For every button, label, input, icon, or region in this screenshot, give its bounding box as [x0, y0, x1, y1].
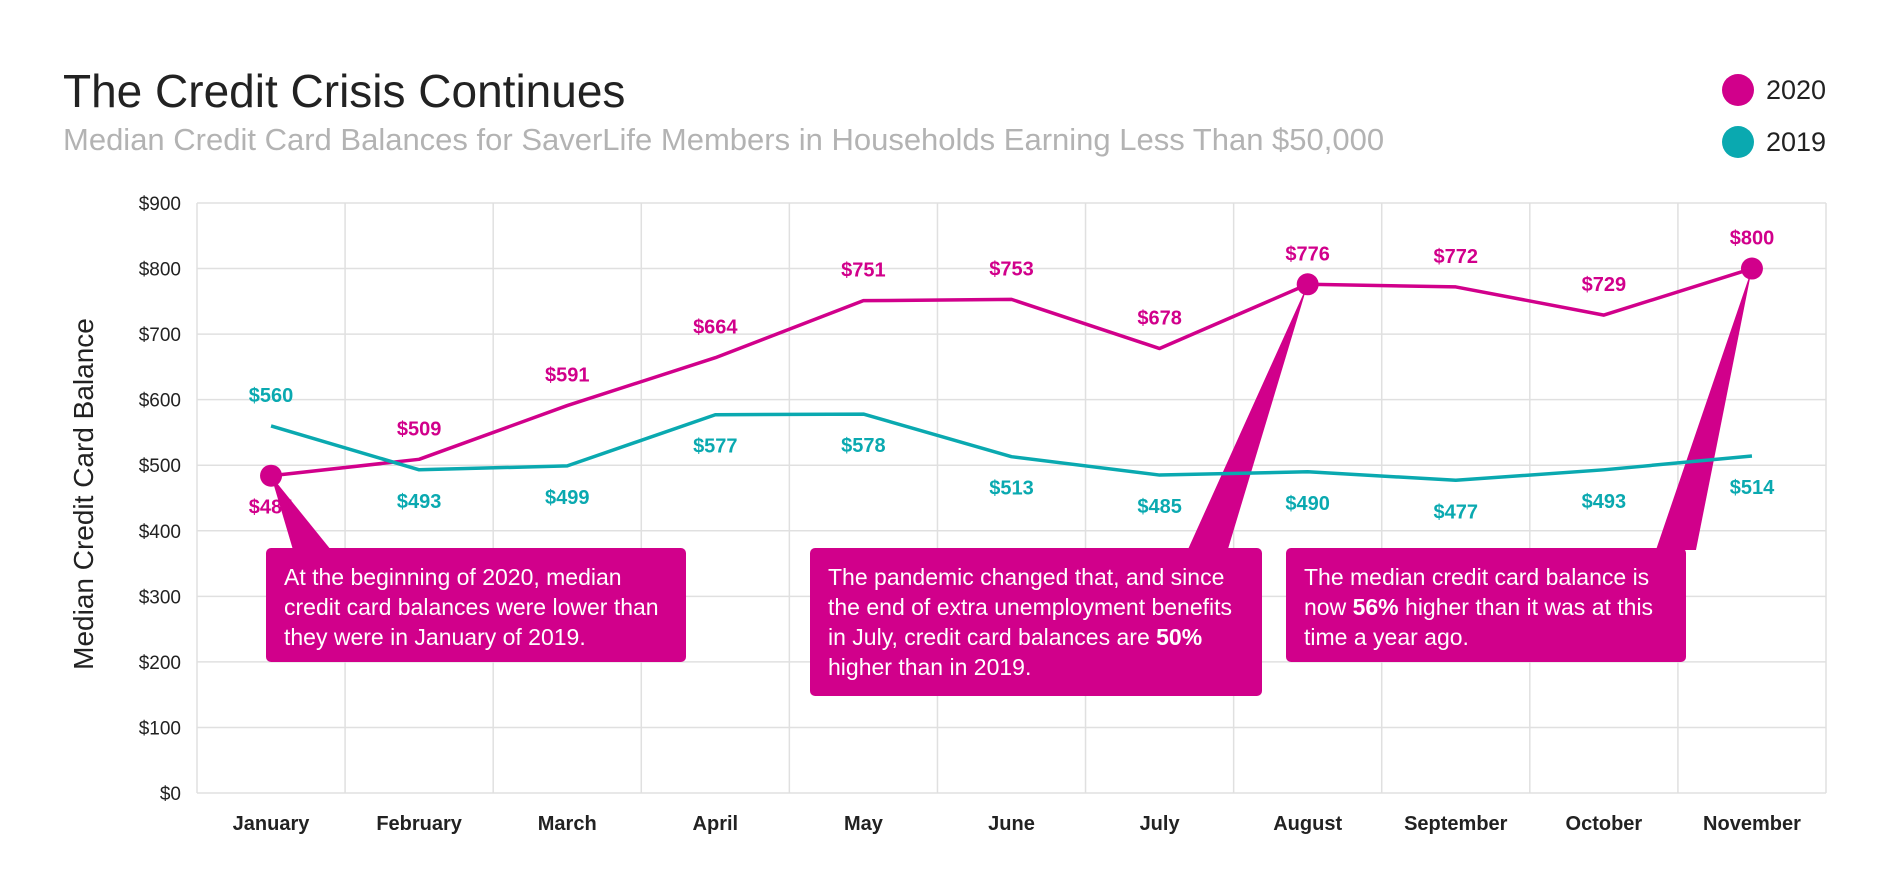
data-label-2019: $485 — [1137, 496, 1182, 518]
y-tick-label: $900 — [139, 194, 181, 215]
callout-pointer-january — [271, 475, 332, 550]
y-tick-label: $0 — [160, 784, 181, 805]
y-tick-label: $500 — [139, 456, 181, 477]
legend-label-2020: 2020 — [1766, 74, 1827, 105]
data-label-2019: $513 — [989, 478, 1034, 500]
y-tick-label: $600 — [139, 391, 181, 412]
highlight-point-august — [1296, 273, 1319, 296]
x-tick-label: February — [376, 813, 462, 835]
x-tick-label: September — [1404, 813, 1508, 835]
highlight-point-november — [1740, 257, 1763, 280]
data-label-2019: $499 — [545, 487, 590, 509]
x-tick-label: June — [988, 813, 1035, 835]
callout-pandemic-text-post: higher than in 2019. — [828, 654, 1032, 680]
data-label-2020: $509 — [397, 418, 442, 440]
callout-november-text-post: higher than it was at this time a year a… — [1304, 594, 1654, 650]
legend: 2020 2019 — [1722, 64, 1826, 168]
callout-november: The median credit card balance is now 56… — [1286, 548, 1686, 662]
series-line-2019 — [270, 412, 1753, 483]
x-tick-label: November — [1703, 813, 1801, 835]
data-label-2019: $490 — [1285, 493, 1330, 515]
x-tick-label: May — [844, 813, 884, 835]
series-line-2020 — [270, 266, 1753, 478]
y-tick-label: $800 — [139, 260, 181, 281]
y-tick-label: $700 — [139, 325, 181, 346]
legend-item-2020: 2020 — [1722, 64, 1826, 116]
callout-pandemic-highlight: 50% — [1156, 624, 1203, 650]
data-label-2020: $678 — [1137, 308, 1182, 330]
x-tick-label: October — [1566, 813, 1643, 835]
data-label-2020: $484 — [249, 497, 294, 519]
legend-swatch-2020 — [1722, 74, 1754, 106]
data-label-2020: $729 — [1582, 274, 1627, 296]
data-label-2020: $776 — [1285, 243, 1330, 265]
x-tick-label: March — [538, 813, 597, 835]
data-label-2019: $493 — [397, 491, 442, 513]
highlight-point-january — [260, 464, 283, 487]
y-tick-label: $200 — [139, 653, 181, 674]
chart-subtitle: Median Credit Card Balances for SaverLif… — [63, 122, 1385, 157]
callout-november-highlight: 56% — [1352, 594, 1399, 620]
y-tick-label: $100 — [139, 718, 181, 739]
x-tick-label: July — [1140, 813, 1181, 835]
callout-january: At the beginning of 2020, median credit … — [266, 548, 686, 662]
y-tick-label: $400 — [139, 522, 181, 543]
data-label-2020: $751 — [841, 260, 886, 282]
data-label-2020: $664 — [693, 317, 738, 339]
callout-pointer-august — [1187, 284, 1308, 550]
legend-swatch-2019 — [1722, 126, 1754, 158]
callout-november-text-pre: The median credit card balance is now — [1304, 564, 1650, 620]
chart-title: The Credit Crisis Continues — [63, 65, 626, 117]
data-label-2019: $578 — [841, 435, 886, 457]
legend-item-2019: 2019 — [1722, 116, 1826, 168]
y-tick-label: $300 — [139, 587, 181, 608]
callout-pandemic: The pandemic changed that, and since the… — [810, 548, 1262, 696]
x-tick-label: April — [693, 813, 739, 835]
x-tick-label: August — [1273, 813, 1342, 835]
callout-january-text: At the beginning of 2020, median credit … — [284, 564, 659, 650]
callout-pointer-november — [1655, 268, 1752, 550]
data-label-2020: $591 — [545, 365, 590, 387]
data-label-2020: $800 — [1730, 228, 1775, 250]
data-label-2020: $772 — [1434, 246, 1479, 268]
x-tick-label: January — [233, 813, 311, 835]
legend-label-2019: 2019 — [1766, 126, 1827, 157]
data-label-2019: $477 — [1434, 501, 1479, 523]
data-label-2020: $753 — [989, 258, 1034, 280]
data-label-2019: $493 — [1582, 491, 1627, 513]
data-label-2019: $560 — [249, 385, 294, 407]
callout-pandemic-text-pre: The pandemic changed that, and since the… — [828, 564, 1233, 650]
data-label-2019: $514 — [1730, 477, 1775, 499]
data-label-2019: $577 — [693, 436, 738, 458]
